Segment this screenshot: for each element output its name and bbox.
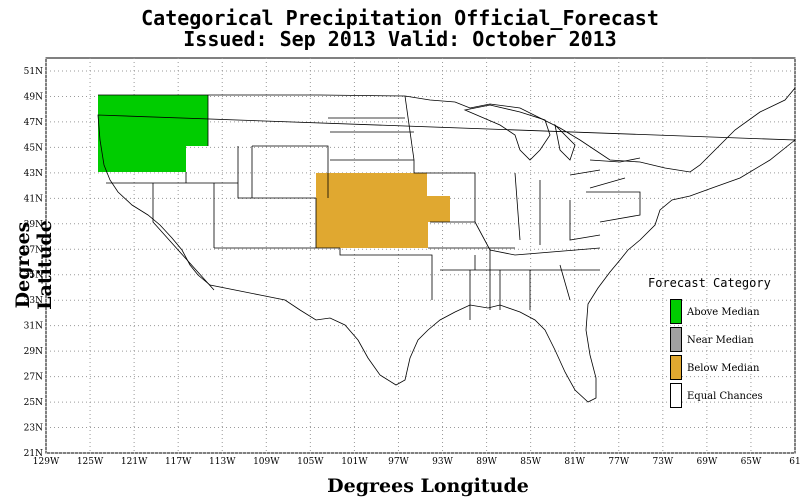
lat-tick-label: 31N	[24, 322, 43, 332]
lat-tick-label: 25N	[24, 398, 43, 408]
legend-label: Below Median	[687, 363, 760, 374]
lon-tick-label: 85W	[520, 457, 541, 467]
state-boundaries	[97, 87, 797, 403]
lat-tick-label: 43N	[24, 169, 43, 179]
lat-tick-label: 45N	[24, 143, 43, 153]
lon-tick-label: 73W	[652, 457, 673, 467]
great-lakes	[463, 104, 641, 189]
lon-tick-label: 69W	[697, 457, 718, 467]
lat-tick-label: 37N	[24, 245, 43, 255]
legend-item: Above Median	[670, 299, 790, 324]
lon-tick-label: 117W	[165, 457, 192, 467]
legend-label: Equal Chances	[687, 391, 763, 402]
state-lines	[106, 95, 641, 320]
lon-tick-label: 89W	[476, 457, 497, 467]
lat-tick-label: 29N	[24, 347, 43, 357]
lat-tick-label: 21N	[24, 449, 43, 459]
lat-tick-label: 35N	[24, 271, 43, 281]
legend-item: Near Median	[670, 327, 790, 352]
lat-tick-label: 49N	[24, 92, 43, 102]
us-outline	[97, 87, 797, 403]
legend-swatch	[670, 299, 682, 324]
map-title: Categorical Precipitation Official_Forec…	[141, 6, 659, 30]
category-regions	[98, 95, 450, 248]
region-below-median	[316, 173, 450, 248]
lat-tick-label: 27N	[24, 373, 43, 383]
lon-tick-label: 97W	[388, 457, 409, 467]
lon-tick-label: 61	[789, 457, 800, 467]
lon-tick-label: 93W	[432, 457, 453, 467]
map-subtitle: Issued: Sep 2013 Valid: October 2013	[183, 27, 617, 51]
legend-item: Equal Chances	[670, 383, 790, 408]
region-above-median	[98, 95, 208, 172]
lat-tick-label: 33N	[24, 296, 43, 306]
lon-tick-label: 125W	[77, 457, 104, 467]
lat-tick-label: 51N	[24, 67, 43, 77]
legend-swatch	[670, 383, 682, 408]
x-axis-title: Degrees Longitude	[327, 475, 529, 497]
lon-tick-label: 101W	[341, 457, 368, 467]
lat-tick-label: 47N	[24, 118, 43, 128]
lat-tick-label: 39N	[24, 220, 43, 230]
lon-tick-label: 113W	[209, 457, 236, 467]
legend-swatch	[670, 327, 682, 352]
lon-tick-label: 105W	[297, 457, 324, 467]
legend-title: Forecast Category	[648, 276, 771, 290]
lon-tick-label: 81W	[564, 457, 585, 467]
y-axis-title: Degrees Latitude	[12, 220, 56, 310]
lon-tick-label: 65W	[741, 457, 762, 467]
legend-swatch	[670, 355, 682, 380]
lon-tick-label: 129W	[33, 457, 60, 467]
lat-tick-label: 23N	[24, 424, 43, 434]
legend-item: Below Median	[670, 355, 790, 380]
lon-tick-label: 77W	[608, 457, 629, 467]
lon-tick-label: 121W	[121, 457, 148, 467]
legend-label: Above Median	[687, 307, 760, 318]
lat-tick-label: 41N	[24, 194, 43, 204]
legend-label: Near Median	[687, 335, 754, 346]
lon-tick-label: 109W	[253, 457, 280, 467]
